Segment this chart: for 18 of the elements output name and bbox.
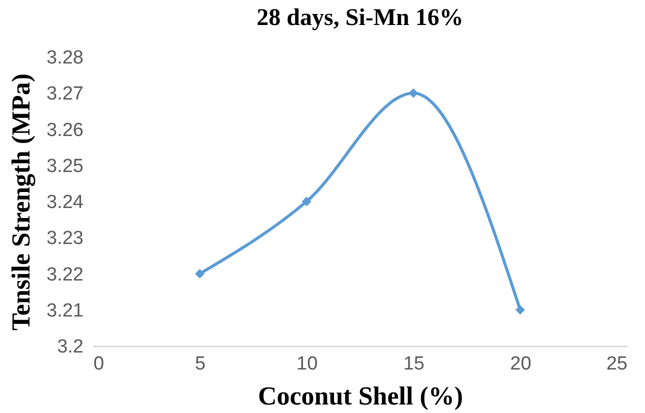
y-tick-label: 3.25 xyxy=(46,156,84,177)
x-tick-label: 20 xyxy=(510,354,532,374)
y-tick-label: 3.22 xyxy=(46,264,84,286)
y-tick-label: 3.23 xyxy=(46,228,84,250)
y-tick-label: 3.28 xyxy=(46,48,84,68)
x-tick-label: 0 xyxy=(94,354,104,374)
chart-title: 28 days, Si-Mn 16% xyxy=(256,5,464,31)
y-tick-label: 3.24 xyxy=(46,192,84,213)
y-tick-label: 3.2 xyxy=(57,336,84,358)
y-tick-label: 3.21 xyxy=(46,300,84,322)
x-tick-label: 25 xyxy=(606,354,628,374)
x-axis-title: Coconut Shell (%) xyxy=(258,382,464,410)
y-axis-title: Tensile Strength (MPa) xyxy=(6,73,36,331)
y-tick-label: 3.27 xyxy=(46,84,84,105)
x-tick-label: 10 xyxy=(296,354,318,374)
x-tick-label: 15 xyxy=(403,354,424,374)
x-tick-label: 5 xyxy=(195,354,206,374)
y-tick-label: 3.26 xyxy=(46,120,84,141)
